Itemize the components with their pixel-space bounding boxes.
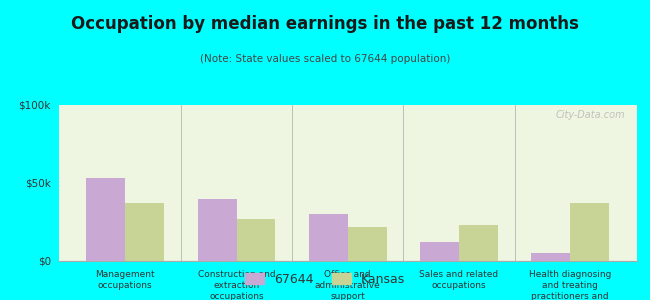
Text: City-Data.com: City-Data.com [556,110,625,120]
Bar [570,203,609,261]
Bar [420,242,459,261]
Bar [459,225,498,261]
Legend: 67644, Kansas: 67644, Kansas [240,268,410,291]
Bar [237,219,276,261]
Text: Occupation by median earnings in the past 12 months: Occupation by median earnings in the pas… [71,15,579,33]
Bar [198,199,237,261]
Bar [531,253,570,261]
Bar [125,203,164,261]
Text: (Note: State values scaled to 67644 population): (Note: State values scaled to 67644 popu… [200,54,450,64]
Bar [309,214,348,261]
Bar [86,178,125,261]
Bar [348,227,387,261]
